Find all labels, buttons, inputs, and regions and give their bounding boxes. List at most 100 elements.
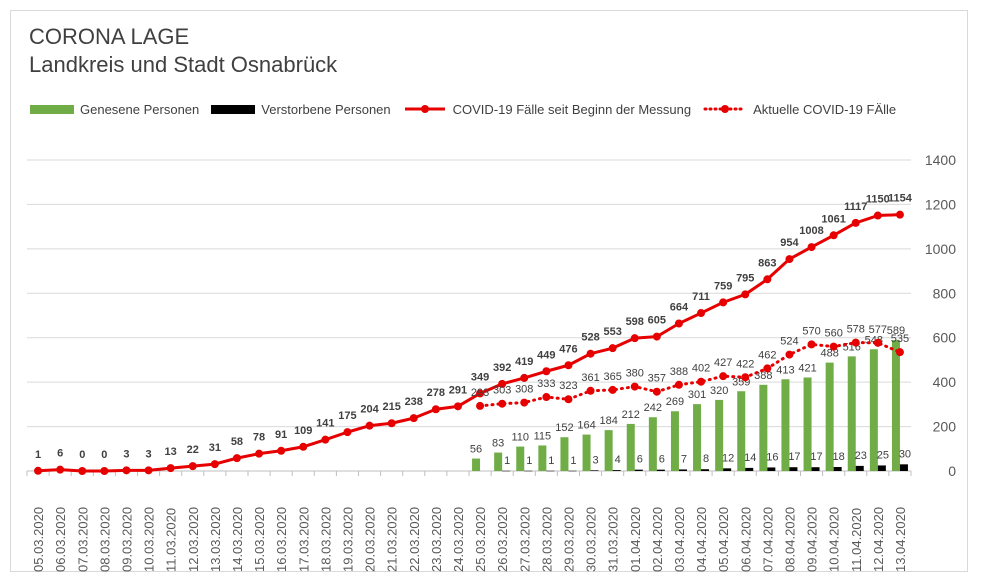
data-label-total-cases: 553 (603, 326, 621, 338)
x-tick-label: 06.04.2020 (738, 507, 753, 572)
data-label-recovered: 164 (577, 420, 595, 432)
bar-deceased (767, 467, 776, 471)
point-total-cases (586, 349, 595, 358)
data-label-deceased: 6 (659, 454, 665, 466)
point-total-cases (873, 211, 882, 220)
bar-recovered (538, 445, 547, 471)
point-total-cases (630, 334, 639, 343)
point-total-cases (652, 332, 661, 341)
data-label-total-cases: 1 (35, 449, 41, 461)
x-tick-label: 06.03.2020 (53, 507, 68, 572)
x-tick-label: 23.03.2020 (429, 507, 444, 572)
data-label-active-cases: 388 (670, 366, 688, 378)
point-total-cases (365, 421, 374, 430)
data-label-total-cases: 1117 (844, 201, 867, 213)
point-total-cases (785, 255, 794, 264)
legend-swatch-deceased (211, 104, 256, 114)
legend-swatch-recovered (30, 104, 74, 114)
data-label-total-cases: 0 (79, 449, 85, 461)
data-label-active-cases: 380 (626, 368, 644, 380)
data-label-total-cases: 13 (165, 446, 177, 458)
x-tick-label: 08.04.2020 (782, 507, 797, 572)
chart-subtitle: Landkreis und Stadt Osnabrück (29, 52, 338, 77)
legend-item-deceased: Verstorbene Personen (211, 102, 391, 117)
data-label-total-cases: 954 (780, 237, 799, 249)
data-label-active-cases: 361 (581, 372, 599, 384)
data-label-active-cases: 308 (515, 384, 533, 396)
bar-deceased (546, 470, 555, 472)
data-label-total-cases: 349 (471, 371, 489, 383)
data-label-total-cases: 175 (338, 410, 356, 422)
point-total-cases (674, 319, 683, 328)
bar-deceased (701, 469, 710, 471)
x-tick-label: 07.03.2020 (75, 507, 90, 572)
line-total-cases (37, 213, 901, 473)
point-active-cases (741, 373, 750, 382)
y-tick-label: 1200 (925, 196, 956, 212)
bar-deceased (789, 467, 798, 471)
legend-swatch-active-cases (703, 105, 747, 113)
data-label-active-cases: 577 (869, 324, 887, 336)
bar-deceased (568, 470, 577, 472)
point-active-cases (807, 340, 816, 349)
point-total-cases (697, 309, 706, 318)
data-label-deceased: 14 (744, 452, 756, 464)
point-total-cases (56, 465, 65, 474)
x-tick-label: 26.03.2020 (495, 507, 510, 572)
data-label-recovered: 388 (754, 370, 772, 382)
data-label-deceased: 17 (810, 451, 822, 463)
data-label-recovered: 421 (798, 362, 816, 374)
data-label-active-cases: 365 (603, 371, 621, 383)
point-active-cases (542, 393, 551, 402)
x-tick-label: 05.04.2020 (716, 507, 731, 572)
data-label-total-cases: 449 (537, 349, 555, 361)
point-total-cases (144, 466, 153, 475)
bar-recovered (781, 379, 790, 471)
data-label-deceased: 1 (526, 455, 532, 467)
chart-legend: Genesene Personen Verstorbene Personen C… (30, 100, 908, 118)
point-total-cases (763, 275, 772, 284)
x-tick-label: 22.03.2020 (407, 507, 422, 572)
bar-recovered (516, 446, 525, 471)
point-total-cases (409, 414, 418, 423)
data-label-total-cases: 215 (382, 401, 400, 413)
y-tick-label: 800 (933, 285, 957, 301)
data-label-total-cases: 795 (736, 272, 754, 284)
point-total-cases (564, 361, 573, 370)
data-label-deceased: 25 (877, 449, 889, 461)
point-total-cases (741, 290, 750, 299)
point-total-cases (188, 462, 197, 471)
x-tick-label: 13.04.2020 (893, 507, 908, 572)
point-active-cases (763, 364, 772, 373)
data-label-active-cases: 560 (824, 328, 842, 340)
point-active-cases (498, 399, 507, 408)
point-total-cases (166, 464, 175, 473)
bar-recovered (869, 349, 878, 471)
point-total-cases (255, 449, 264, 458)
data-label-active-cases: 422 (736, 358, 754, 370)
data-label-total-cases: 528 (581, 332, 599, 344)
y-tick-label: 1400 (925, 152, 956, 168)
data-label-total-cases: 6 (57, 448, 63, 460)
bar-recovered (494, 452, 503, 471)
data-label-total-cases: 1154 (888, 193, 913, 205)
x-tick-label: 09.04.2020 (805, 507, 820, 572)
bar-deceased (723, 468, 732, 471)
bar-deceased (590, 470, 599, 471)
data-label-deceased: 8 (703, 453, 709, 465)
data-label-total-cases: 1150 (866, 194, 890, 206)
data-label-active-cases: 323 (559, 380, 577, 392)
data-label-deceased: 12 (722, 452, 734, 464)
data-label-recovered: 488 (820, 348, 838, 360)
bar-deceased (656, 469, 665, 471)
legend-label-total-cases: COVID-19 Fälle seit Beginn der Messung (452, 101, 692, 117)
point-active-cases (564, 395, 573, 404)
point-active-cases (895, 348, 904, 357)
bar-recovered (803, 377, 812, 471)
y-tick-label: 200 (933, 419, 957, 435)
point-total-cases (78, 467, 87, 475)
data-label-active-cases: 333 (537, 378, 555, 390)
x-tick-label: 05.03.2020 (31, 507, 46, 572)
bar-recovered (560, 437, 569, 471)
